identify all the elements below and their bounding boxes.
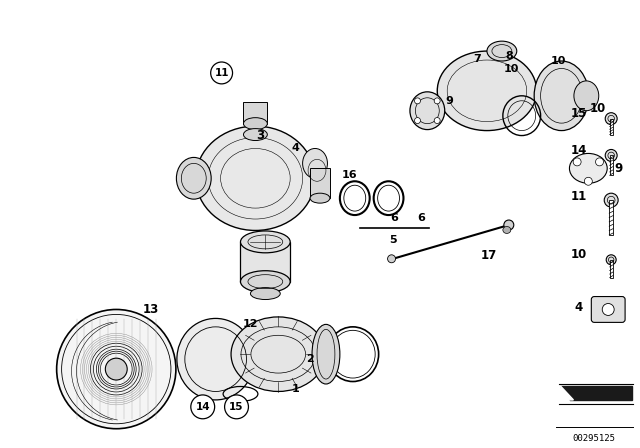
- Circle shape: [415, 117, 420, 124]
- Text: 6: 6: [417, 213, 426, 223]
- FancyBboxPatch shape: [591, 297, 625, 323]
- Text: 10: 10: [551, 56, 566, 66]
- Circle shape: [584, 177, 592, 185]
- Circle shape: [211, 62, 232, 84]
- Text: 8: 8: [505, 51, 513, 61]
- Ellipse shape: [574, 81, 599, 111]
- Ellipse shape: [250, 288, 280, 300]
- Text: 9: 9: [445, 96, 453, 106]
- Bar: [610, 260, 612, 278]
- Ellipse shape: [312, 324, 340, 384]
- Circle shape: [434, 117, 440, 124]
- Text: 3: 3: [256, 129, 264, 142]
- Ellipse shape: [243, 129, 268, 141]
- Circle shape: [191, 395, 214, 419]
- Text: 1: 1: [291, 384, 299, 394]
- Ellipse shape: [106, 358, 127, 380]
- Ellipse shape: [177, 319, 255, 400]
- Bar: [241, 242, 290, 282]
- Text: 13: 13: [143, 303, 159, 316]
- Ellipse shape: [503, 227, 511, 233]
- Ellipse shape: [504, 220, 514, 230]
- Text: 15: 15: [229, 402, 244, 412]
- Ellipse shape: [570, 154, 607, 183]
- Bar: [610, 119, 612, 134]
- Text: 7: 7: [473, 54, 481, 64]
- Text: 14: 14: [195, 402, 210, 412]
- Circle shape: [602, 303, 614, 315]
- Text: 11: 11: [570, 190, 586, 202]
- Text: 10: 10: [590, 102, 606, 115]
- Bar: [610, 155, 612, 175]
- Text: 14: 14: [570, 144, 587, 157]
- Text: 9: 9: [614, 162, 622, 175]
- Circle shape: [604, 193, 618, 207]
- Bar: [310, 168, 330, 198]
- Circle shape: [415, 98, 420, 104]
- Polygon shape: [561, 386, 632, 400]
- Bar: [243, 102, 268, 124]
- Ellipse shape: [310, 193, 330, 203]
- Text: 4: 4: [574, 301, 582, 314]
- Text: 16: 16: [342, 170, 358, 180]
- Ellipse shape: [177, 157, 211, 199]
- Ellipse shape: [241, 231, 290, 253]
- Polygon shape: [561, 386, 573, 400]
- Bar: [609, 200, 613, 235]
- Text: 2: 2: [306, 354, 314, 364]
- Ellipse shape: [243, 118, 268, 129]
- Text: 10: 10: [570, 248, 586, 261]
- Circle shape: [225, 395, 248, 419]
- Circle shape: [434, 98, 440, 104]
- Text: 10: 10: [504, 64, 520, 74]
- Text: 17: 17: [481, 249, 497, 262]
- Ellipse shape: [241, 271, 290, 293]
- Circle shape: [606, 255, 616, 265]
- Text: 5: 5: [388, 235, 396, 245]
- Text: 11: 11: [214, 68, 229, 78]
- Text: 00295125: 00295125: [573, 434, 616, 443]
- Circle shape: [605, 113, 617, 125]
- Ellipse shape: [487, 41, 516, 61]
- Circle shape: [596, 158, 604, 166]
- Text: 12: 12: [243, 319, 258, 329]
- Circle shape: [573, 158, 581, 166]
- Ellipse shape: [410, 92, 445, 129]
- Ellipse shape: [303, 148, 328, 178]
- Ellipse shape: [388, 255, 396, 263]
- Circle shape: [605, 150, 617, 161]
- Ellipse shape: [437, 51, 537, 130]
- Text: 4: 4: [291, 143, 299, 154]
- Ellipse shape: [196, 126, 315, 230]
- Ellipse shape: [231, 317, 326, 392]
- Ellipse shape: [534, 61, 589, 130]
- Ellipse shape: [57, 310, 176, 429]
- Text: 6: 6: [390, 213, 399, 223]
- Text: 15: 15: [570, 107, 587, 120]
